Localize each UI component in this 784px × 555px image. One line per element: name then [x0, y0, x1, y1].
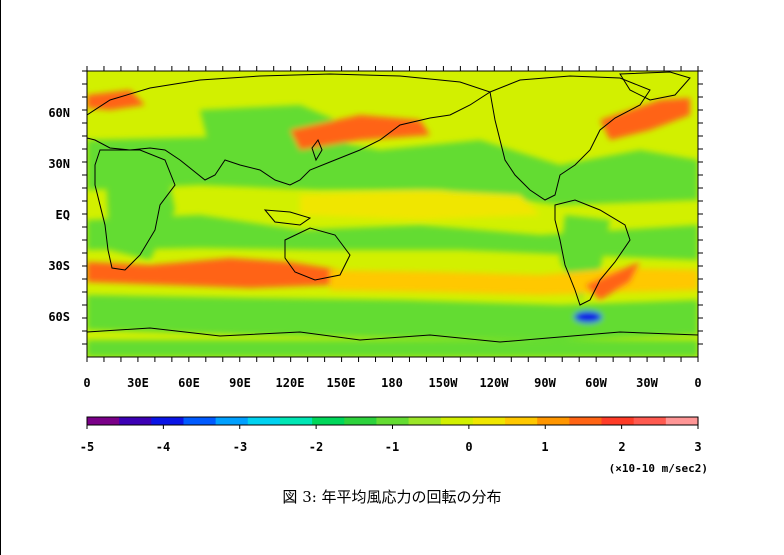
field-orange-equatorial [300, 190, 540, 220]
field-red-north-atlantic [600, 98, 690, 140]
lon-label-60w: 60W [585, 376, 607, 390]
lon-label-90e: 90E [229, 376, 251, 390]
colorbar-segment [665, 417, 699, 425]
field-green-band-subtropical-south [87, 215, 698, 260]
lon-label-30e: 30E [127, 376, 149, 390]
colorbar-segment [247, 417, 281, 425]
colorbar-label-minus2: -2 [309, 440, 323, 454]
colorbar-segment [601, 417, 635, 425]
colorbar-label-minus3: -3 [233, 440, 247, 454]
coastline-antarctica [87, 327, 698, 343]
field-red-band-southern-hemisphere [87, 258, 340, 288]
colorbar-segment [376, 417, 410, 425]
coastlines [87, 71, 698, 343]
lon-label-120e: 120E [276, 376, 305, 390]
lon-label-0: 0 [83, 376, 90, 390]
colorbar [86, 417, 699, 429]
colorbar-segment [440, 417, 474, 425]
coastline-greenland [619, 71, 691, 101]
colorbar-label-2: 2 [618, 440, 625, 454]
field-red-argentina [585, 262, 640, 300]
colorbar-segment [472, 417, 506, 425]
field-green-antarctic [87, 340, 698, 357]
colorbar-segment [183, 417, 217, 425]
lat-label-30s: 30S [48, 259, 70, 273]
colorbar-label-3: 3 [694, 440, 701, 454]
coastline-indonesia [263, 209, 312, 226]
colorbar-segment [537, 417, 570, 425]
colorbar-label-minus4: -4 [156, 440, 170, 454]
coastline-south-america [554, 199, 631, 306]
lon-label-90w: 90W [534, 376, 556, 390]
colorbar-segment [344, 417, 378, 425]
lon-label-180: 180 [381, 376, 403, 390]
coastline-japan [311, 138, 323, 162]
colorbar-segment [569, 417, 603, 425]
field-red-kuroshio [290, 115, 430, 150]
field-blue-drake-passage [574, 311, 602, 323]
lon-label-30w: 30W [636, 376, 658, 390]
lat-label-30n: 30N [48, 157, 70, 171]
lon-label-120w: 120W [480, 376, 510, 390]
colorbar-segment [312, 417, 345, 425]
lon-label-0-end: 0 [694, 376, 701, 390]
colorbar-label-1: 1 [541, 440, 548, 454]
lat-label-60n: 60N [48, 106, 70, 120]
colorbar-units: (×10-10 m/sec2) [609, 462, 708, 475]
lat-label-60s: 60S [48, 310, 70, 324]
colorbar-segment [408, 417, 442, 425]
longitude-ticks [86, 66, 699, 362]
colorbar-segment [279, 417, 313, 425]
field-green-band-southern-ocean [87, 295, 698, 340]
colorbar-segment [633, 417, 667, 425]
latitude-ticks [82, 70, 703, 345]
colorbar-label-0: 0 [465, 440, 472, 454]
figure-caption: 図 3: 年平均風応力の回転の分布 [282, 488, 502, 506]
colorbar-segment [215, 417, 249, 425]
page-border-line [0, 0, 1, 555]
colorbar-segment [151, 417, 185, 425]
field-green-africa [105, 160, 175, 260]
field-green-asia [200, 105, 360, 165]
coastline-africa [94, 149, 176, 271]
lat-label-eq: EQ [56, 208, 70, 222]
lon-label-150e: 150E [327, 376, 356, 390]
coastline-eurasia [87, 73, 492, 186]
lon-label-60e: 60E [178, 376, 200, 390]
colorbar-segment [119, 417, 152, 425]
wind-stress-curl-map: 60N 30N EQ 30S 60S 0 30E 60E 90E 120E 15… [48, 66, 708, 475]
colorbar-label-minus1: -1 [385, 440, 399, 454]
lon-label-150w: 150W [429, 376, 459, 390]
colorbar-segment [87, 417, 120, 425]
colorbar-segment [505, 417, 538, 425]
curl-field [87, 71, 698, 357]
colorbar-frame [86, 416, 699, 426]
coastline-australia [284, 227, 351, 281]
colorbar-label-minus5: -5 [80, 440, 94, 454]
coastline-north-america [489, 75, 651, 201]
